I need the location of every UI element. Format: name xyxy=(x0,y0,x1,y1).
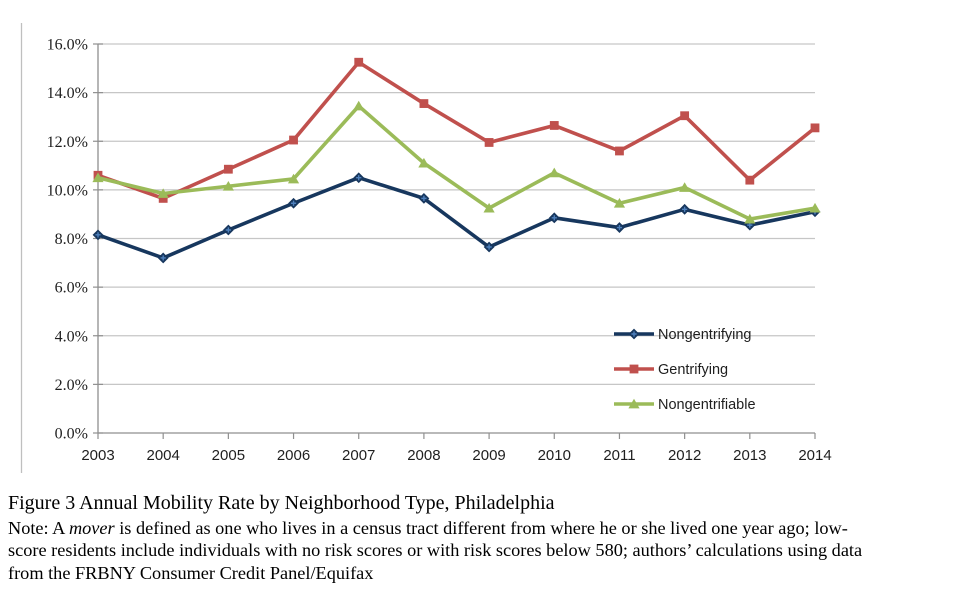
marker-triangle xyxy=(548,167,560,178)
figure-caption: Figure 3 Annual Mobility Rate by Neighbo… xyxy=(8,491,960,584)
marker-diamond-accent xyxy=(225,227,231,233)
mobility-line-chart: 0.0% 2.0% 4.0% 6.0% 8.0% 10.0% 12.0% 14.0% 16.0%… xyxy=(20,23,832,473)
marker-square xyxy=(810,123,820,133)
x-tick-label: 2006 xyxy=(277,447,310,464)
marker-triangle xyxy=(92,172,104,183)
y-tick-label: 2.0% xyxy=(55,377,88,394)
marker-diamond-accent xyxy=(616,224,623,231)
marker-square xyxy=(289,135,298,145)
marker-triangle xyxy=(809,202,821,213)
x-tick-label: 2003 xyxy=(81,447,114,464)
marker-diamond-accent xyxy=(486,244,492,250)
marker-triangle xyxy=(418,157,430,168)
note-line1-rest: is defined as one who lives in a census … xyxy=(114,518,848,538)
figure-note-line1: Note: A mover is defined as one who live… xyxy=(8,517,960,539)
marker-diamond-accent xyxy=(95,232,101,238)
marker-triangle xyxy=(613,198,626,208)
x-tick-label: 2008 xyxy=(407,447,440,464)
x-tick-label: 2004 xyxy=(146,447,179,464)
note-italic-word: mover xyxy=(68,518,115,538)
marker-triangle xyxy=(287,173,300,184)
marker-square xyxy=(354,57,364,67)
y-tick-label: 12.0% xyxy=(47,134,88,151)
x-tick-label: 2011 xyxy=(603,447,635,464)
x-tick-label: 2010 xyxy=(538,447,571,464)
marker-diamond-accent xyxy=(631,331,637,337)
y-tick-label: 8.0% xyxy=(55,231,88,248)
marker-square xyxy=(549,121,559,130)
figure-note-line2: score residents include individuals with… xyxy=(8,540,863,561)
marker-triangle xyxy=(483,202,495,213)
figure-note-line3: from the FRBNY Consumer Credit Panel/Equ… xyxy=(8,562,374,583)
x-tick-label: 2012 xyxy=(668,447,701,464)
marker-triangle xyxy=(353,100,365,111)
legend-item-label: Nongentrifiable xyxy=(658,397,756,413)
series-line-nongentrifying xyxy=(96,175,817,260)
marker-square xyxy=(223,164,233,174)
y-tick-label: 14.0% xyxy=(47,85,88,102)
x-tick-label: 2013 xyxy=(733,447,766,464)
marker-square xyxy=(615,146,624,156)
marker-square xyxy=(680,111,690,121)
marker-square xyxy=(419,99,429,108)
marker-diamond-accent xyxy=(551,215,557,221)
y-tick-label: 0.0% xyxy=(55,426,88,443)
marker-square xyxy=(158,193,168,203)
note-line1-prefix: Note: A xyxy=(8,518,69,538)
marker-triangle xyxy=(744,213,756,224)
marker-triangle xyxy=(628,398,640,409)
marker-diamond-accent xyxy=(682,206,688,212)
marker-diamond-accent xyxy=(160,255,166,261)
marker-diamond-accent xyxy=(290,200,297,206)
series-line-nongentrifiable xyxy=(96,104,817,221)
marker-diamond-accent xyxy=(421,195,427,201)
x-tick-label: 2007 xyxy=(342,447,375,464)
marker-square xyxy=(745,175,755,185)
y-tick-label: 10.0% xyxy=(47,182,88,199)
marker-triangle xyxy=(222,181,234,191)
marker-square xyxy=(484,138,494,147)
y-tick-label: 16.0% xyxy=(47,37,88,54)
marker-diamond-accent xyxy=(356,175,362,181)
legend-item-label: Gentrifying xyxy=(658,362,728,378)
marker-triangle xyxy=(157,188,169,198)
x-tick-label: 2009 xyxy=(472,447,505,464)
marker-square xyxy=(629,364,639,374)
x-tick-label: 2005 xyxy=(212,447,245,464)
x-tick-label: 2014 xyxy=(798,447,831,464)
legend-item-label: Nongentrifying xyxy=(658,327,752,343)
y-tick-label: 4.0% xyxy=(55,328,88,345)
marker-triangle xyxy=(679,182,691,192)
y-tick-label: 6.0% xyxy=(55,280,88,297)
figure-title: Figure 3 Annual Mobility Rate by Neighbo… xyxy=(8,492,555,514)
series-line-gentrifying xyxy=(96,60,817,201)
